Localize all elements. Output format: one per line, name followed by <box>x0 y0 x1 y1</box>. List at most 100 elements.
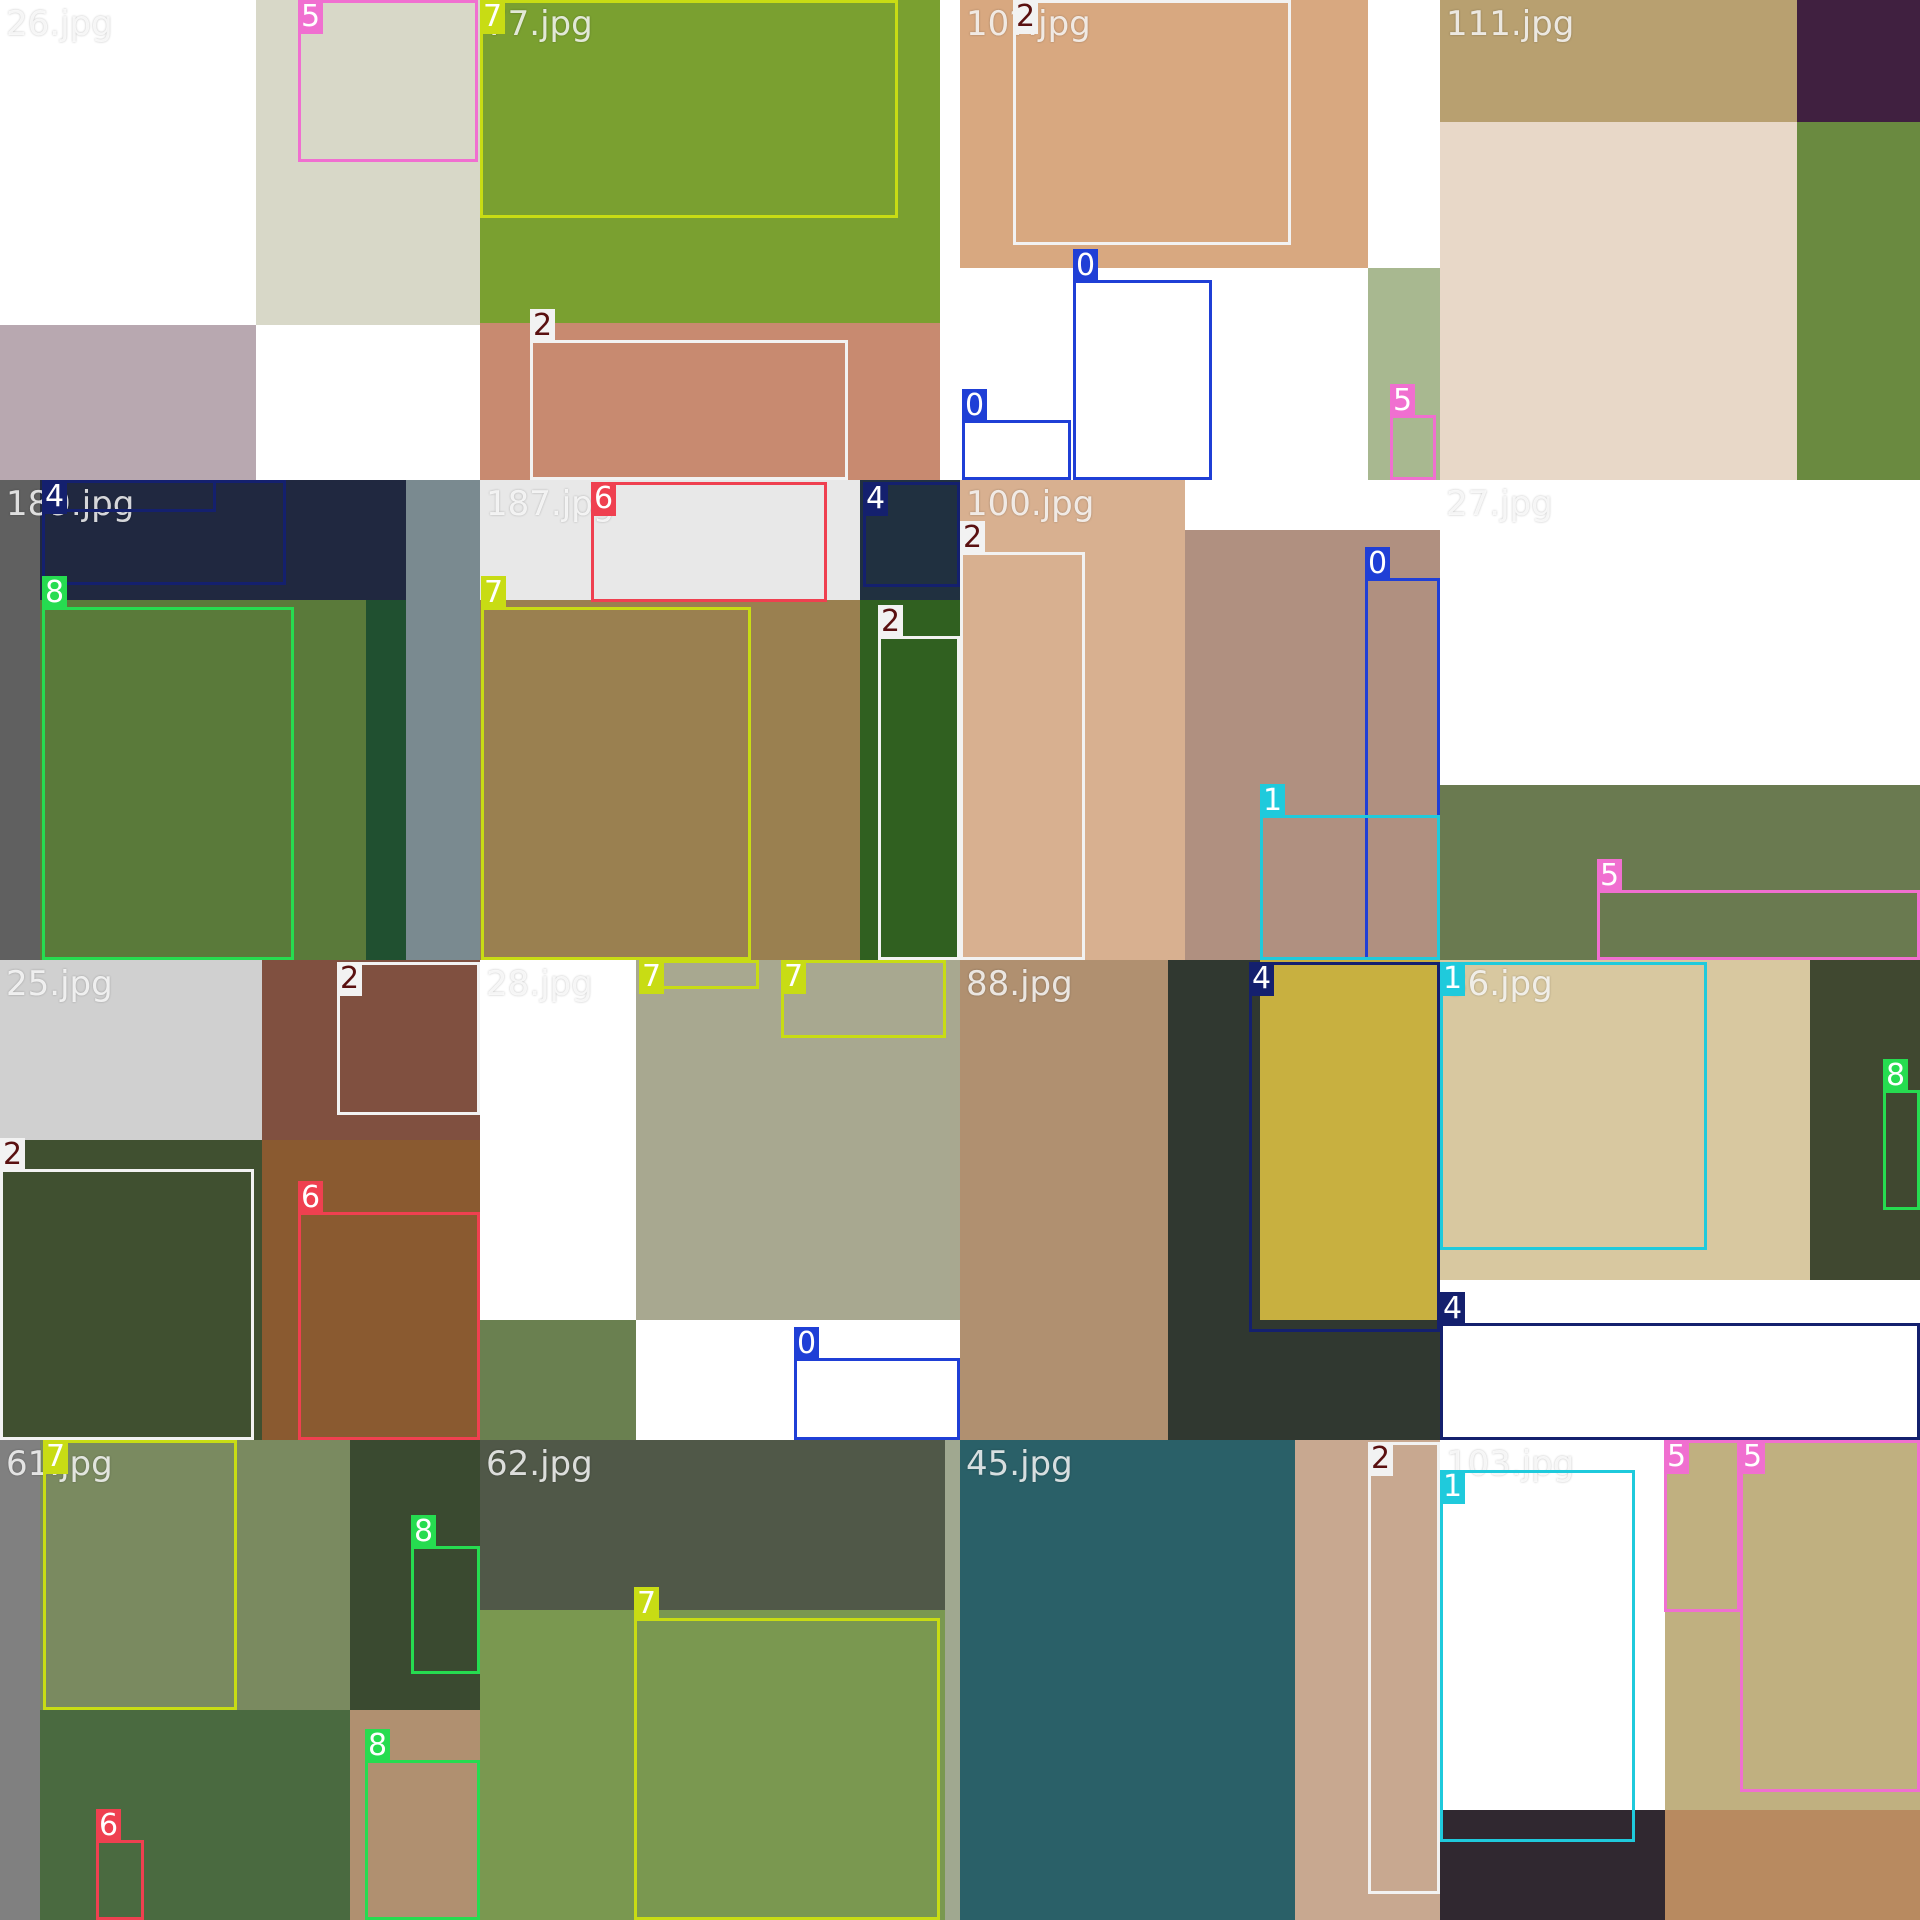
detection-class-label: 0 <box>962 389 988 423</box>
detection-class-label: 7 <box>481 576 507 610</box>
tile-filename: 27.jpg <box>1446 484 1553 524</box>
tile-filename: 25.jpg <box>6 964 113 1004</box>
detection-box: 1 <box>1440 962 1707 1250</box>
detection-box: 7 <box>781 960 946 1038</box>
image-patch <box>0 325 256 480</box>
mosaic-tile: 26.jpg 5 <box>0 0 480 480</box>
image-patch <box>256 0 480 325</box>
detection-box: 2 <box>530 309 848 480</box>
detection-class-label: 7 <box>480 0 506 34</box>
tile-filename: 45.jpg <box>966 1444 1073 1484</box>
tile-filename: 100.jpg <box>966 484 1095 524</box>
detection-box: 5 <box>1740 1440 1920 1792</box>
image-patch <box>1440 0 1797 122</box>
mosaic-tile: 10?.jpg2005 <box>960 0 1440 480</box>
detection-box: 4 <box>863 482 960 587</box>
image-patch <box>0 1140 262 1440</box>
detection-class-label: 2 <box>960 521 986 555</box>
image-patch <box>480 0 940 323</box>
mosaic-tile: 45.jpg 2 <box>960 1440 1440 1920</box>
image-patch <box>1440 122 1797 480</box>
detection-box: 7 <box>481 576 751 960</box>
image-patch <box>480 1320 636 1440</box>
tile-filename: 28.jpg <box>486 964 593 1004</box>
mosaic-tile: 36.jpg 1 8 4 <box>1440 960 1920 1440</box>
tile-filename: 88.jpg <box>966 964 1073 1004</box>
detection-box: 2 <box>1368 1442 1440 1894</box>
image-patch <box>960 480 1185 960</box>
mosaic-tile: 61.jpg7868 <box>0 1440 480 1920</box>
detection-class-label: 2 <box>530 309 556 343</box>
image-patch <box>960 268 1368 480</box>
tile-filename: 189.jpg <box>6 484 135 524</box>
mosaic-tile: 187.jpg 6 4 7 2 <box>480 480 960 960</box>
detection-box: 4 <box>1440 1292 1920 1440</box>
image-patch <box>1440 1440 1665 1810</box>
detection-class-label: 0 <box>1365 547 1391 581</box>
detection-box: 8 <box>1883 1059 1920 1210</box>
detection-class-label: 7 <box>781 960 807 994</box>
detection-class-label: 7 <box>43 1440 69 1474</box>
detection-box: 6 <box>591 482 827 602</box>
image-patch <box>1440 1280 1920 1440</box>
detection-box: 5 <box>1664 1440 1740 1612</box>
image-patch <box>0 1440 40 1920</box>
detection-box: 8 <box>42 576 294 960</box>
detection-box: 7 <box>634 1587 940 1920</box>
detection-box: 2 <box>960 521 1085 960</box>
image-patch <box>1185 530 1440 960</box>
image-patch <box>1295 1440 1440 1920</box>
detection-class-label: 8 <box>1883 1059 1909 1093</box>
detection-class-label: 4 <box>1249 962 1275 996</box>
image-patch <box>262 960 480 1140</box>
detection-box: 6 <box>96 1809 144 1920</box>
detection-box: 5 <box>1597 859 1920 960</box>
detection-box: 0 <box>1073 249 1212 480</box>
image-patch <box>40 1710 350 1920</box>
image-patch <box>40 480 406 600</box>
image-patch <box>480 1610 945 1920</box>
detection-class-label: 7 <box>634 1587 660 1621</box>
detection-class-label: 2 <box>337 962 363 996</box>
mosaic-tile: 25.jpg 2 2 6 <box>0 960 480 1440</box>
detection-class-label: 2 <box>0 1138 26 1172</box>
image-patch <box>480 323 940 480</box>
mosaic-tile: 100.jpg 2 0 1 <box>960 480 1440 960</box>
detection-box: 2 <box>0 1138 254 1440</box>
detection-class-label: 1 <box>1260 784 1286 818</box>
detection-class-label: 4 <box>42 480 68 514</box>
image-patch <box>1260 960 1440 1320</box>
image-patch <box>860 600 960 960</box>
image-patch <box>1810 960 1920 1280</box>
detection-box: 5 <box>298 0 478 162</box>
detection-box: 2 <box>337 962 480 1115</box>
image-patch <box>0 0 256 325</box>
detection-box: 7 <box>43 1440 237 1710</box>
detection-box: 0 <box>794 1327 960 1440</box>
detection-class-label: 5 <box>1597 859 1623 893</box>
detection-box: 8 <box>411 1515 480 1674</box>
detection-box: 7 <box>480 0 898 218</box>
image-patch <box>480 1440 945 1610</box>
detection-box: 8 <box>365 1729 480 1920</box>
image-patch <box>256 325 480 480</box>
detection-class-label: 6 <box>298 1181 324 1215</box>
mosaic-tile: 62.jpg 7 <box>480 1440 960 1920</box>
image-patch <box>1665 1810 1920 1920</box>
image-patch <box>406 480 480 960</box>
image-patch <box>40 1440 350 1710</box>
detection-box: 6 <box>298 1181 480 1440</box>
mosaic-tile: 103.jpg 1 5 5 <box>1440 1440 1920 1920</box>
detection-box: 5 <box>1390 384 1436 480</box>
image-patch <box>1440 480 1920 785</box>
detection-class-label: 4 <box>1440 1292 1466 1326</box>
detection-class-label: 2 <box>1013 0 1039 34</box>
detection-box: 2 <box>1013 0 1291 245</box>
detection-class-label: 4 <box>863 482 889 516</box>
detection-box: 1 <box>1440 1470 1635 1842</box>
mosaic-tile: 28.jpg 7 7 0 <box>480 960 960 1440</box>
mosaic-tile: 88.jpg 4 <box>960 960 1440 1440</box>
tile-filename: 62.jpg <box>486 1444 593 1484</box>
detection-class-label: 8 <box>411 1515 437 1549</box>
